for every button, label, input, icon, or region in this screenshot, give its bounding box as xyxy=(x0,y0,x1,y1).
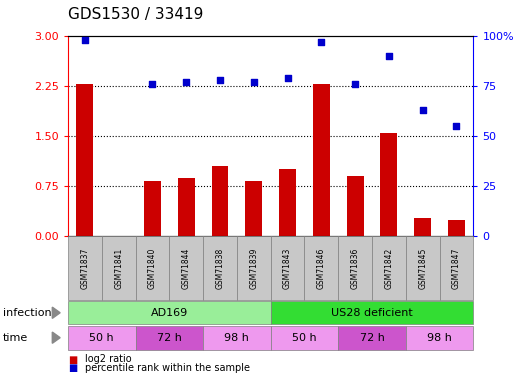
Text: GSM71840: GSM71840 xyxy=(148,248,157,289)
Point xyxy=(249,79,258,85)
Text: GSM71846: GSM71846 xyxy=(317,248,326,289)
Text: infection: infection xyxy=(3,308,51,318)
Text: GSM71843: GSM71843 xyxy=(283,248,292,289)
Text: GSM71841: GSM71841 xyxy=(114,248,123,289)
Point xyxy=(148,81,156,87)
Text: percentile rank within the sample: percentile rank within the sample xyxy=(85,363,249,373)
Text: GSM71837: GSM71837 xyxy=(81,248,89,289)
Text: ■: ■ xyxy=(68,354,77,364)
Point xyxy=(216,77,224,83)
Bar xyxy=(144,182,161,236)
Text: GSM71842: GSM71842 xyxy=(384,248,393,289)
Bar xyxy=(211,166,229,236)
Point xyxy=(418,107,427,113)
Text: GSM71839: GSM71839 xyxy=(249,248,258,289)
Bar xyxy=(347,176,363,236)
Bar xyxy=(279,170,296,236)
Text: GSM71838: GSM71838 xyxy=(215,248,224,289)
Point xyxy=(317,39,325,45)
Text: GSM71845: GSM71845 xyxy=(418,248,427,289)
Text: AD169: AD169 xyxy=(151,308,188,318)
Text: 98 h: 98 h xyxy=(224,333,249,343)
Text: time: time xyxy=(3,333,28,343)
Bar xyxy=(76,84,93,236)
Bar xyxy=(448,219,465,236)
Bar xyxy=(178,178,195,236)
Bar xyxy=(245,182,262,236)
Bar xyxy=(313,84,330,236)
Text: 72 h: 72 h xyxy=(157,333,182,343)
Point xyxy=(452,123,461,129)
Bar xyxy=(414,218,431,236)
Point xyxy=(385,53,393,59)
Text: GSM71836: GSM71836 xyxy=(350,248,360,289)
Text: log2 ratio: log2 ratio xyxy=(85,354,131,364)
Text: 72 h: 72 h xyxy=(359,333,384,343)
Text: GSM71847: GSM71847 xyxy=(452,248,461,289)
Point xyxy=(351,81,359,87)
Point xyxy=(182,79,190,85)
Text: ■: ■ xyxy=(68,363,77,373)
Point xyxy=(283,75,292,81)
Bar xyxy=(380,133,397,236)
Text: GDS1530 / 33419: GDS1530 / 33419 xyxy=(68,8,203,22)
Text: GSM71844: GSM71844 xyxy=(181,248,191,289)
Text: 98 h: 98 h xyxy=(427,333,452,343)
Text: US28 deficient: US28 deficient xyxy=(331,308,413,318)
Point xyxy=(81,37,89,43)
Text: 50 h: 50 h xyxy=(292,333,317,343)
Text: 50 h: 50 h xyxy=(89,333,114,343)
